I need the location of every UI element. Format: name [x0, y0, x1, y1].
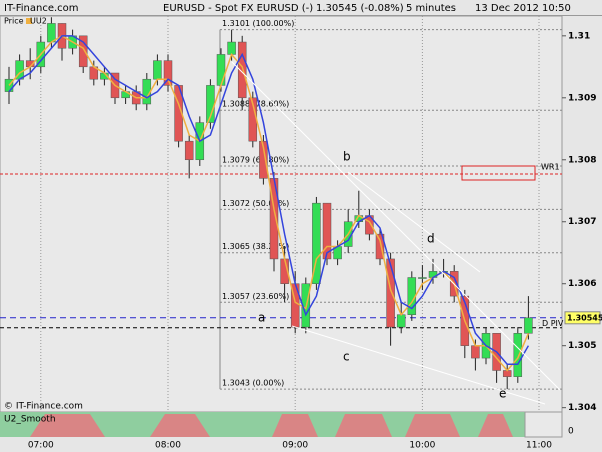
candle-body: [78, 35, 88, 68]
candle-body: [513, 333, 523, 377]
last-price-label: 1.30545: [567, 313, 602, 322]
wave-labels: a b c d e: [258, 150, 506, 401]
pivot-label: D PIV: [542, 319, 564, 328]
candle-body: [396, 314, 406, 328]
title: EURUSD - Spot FX EURUSD (-): [163, 3, 313, 14]
resistance-box: [461, 165, 536, 181]
x-tick-label: 07:00: [28, 441, 54, 451]
trend-lines: [231, 61, 561, 405]
interval: 5 minutes: [406, 3, 456, 14]
candle-body: [471, 345, 480, 359]
legend-entry: UU2: [30, 17, 47, 26]
wave-label: b: [343, 150, 351, 164]
change: 1.30545 (-0.08%): [316, 3, 404, 14]
wave-label: a: [258, 311, 265, 325]
legend-swatch: [26, 18, 32, 24]
y-tick-label: 1.308: [568, 155, 596, 165]
candle-body: [259, 140, 268, 179]
timestamp: 13 Dec 2012 10:50: [475, 3, 571, 14]
fib-label: 1.3065 (38.20%): [222, 242, 289, 251]
indicator-zero: 0: [568, 427, 574, 437]
fib-label: 1.3057 (23.60%): [222, 292, 289, 301]
fib-label: 1.3072 (50.00%): [222, 199, 289, 208]
fib-label: 1.3101 (100.00%): [222, 19, 294, 28]
y-tick-label: 1.305: [568, 341, 596, 351]
candle-body: [184, 140, 194, 161]
wave-label: c: [343, 350, 350, 364]
indicator-axis-bg: [524, 411, 563, 438]
x-tick-label: 11:00: [526, 441, 552, 451]
candle-body: [153, 60, 162, 80]
fib-label: 1.3043 (0.00%): [222, 379, 284, 388]
candle-body: [237, 41, 247, 99]
x-tick-label: 08:00: [155, 441, 181, 451]
y-tick-label: 1.306: [568, 279, 596, 289]
indicator-regions: [30, 414, 513, 437]
candle-body: [386, 258, 395, 328]
source: IT-Finance.com: [4, 3, 79, 14]
x-tick-label: 10:00: [409, 441, 435, 451]
candle-body: [227, 41, 236, 55]
copyright: © IT-Finance.com: [4, 402, 83, 412]
candle-body: [418, 277, 427, 279]
y-tick-label: 1.31: [568, 31, 590, 41]
wave-label: e: [499, 387, 506, 401]
y-tick-label: 1.309: [568, 93, 596, 103]
candle-body: [524, 317, 533, 334]
candle-body: [163, 60, 173, 86]
candle-body: [322, 202, 332, 260]
candle-body: [312, 202, 321, 284]
candle-body: [375, 233, 385, 260]
fib-label: 1.3079 (61.80%): [222, 155, 289, 164]
candle-body: [47, 23, 56, 43]
wave-label: d: [427, 232, 435, 246]
resistance-label: WR1: [541, 163, 560, 172]
x-tick-label: 09:00: [282, 441, 308, 451]
last-price-tag: [564, 311, 601, 325]
candle-body: [216, 54, 226, 86]
y-tick-label: 1.304: [568, 403, 596, 413]
legend-entry: Price: [4, 17, 24, 26]
indicator-name: U2_Smooth: [4, 415, 56, 425]
y-tick-label: 1.307: [568, 217, 596, 227]
